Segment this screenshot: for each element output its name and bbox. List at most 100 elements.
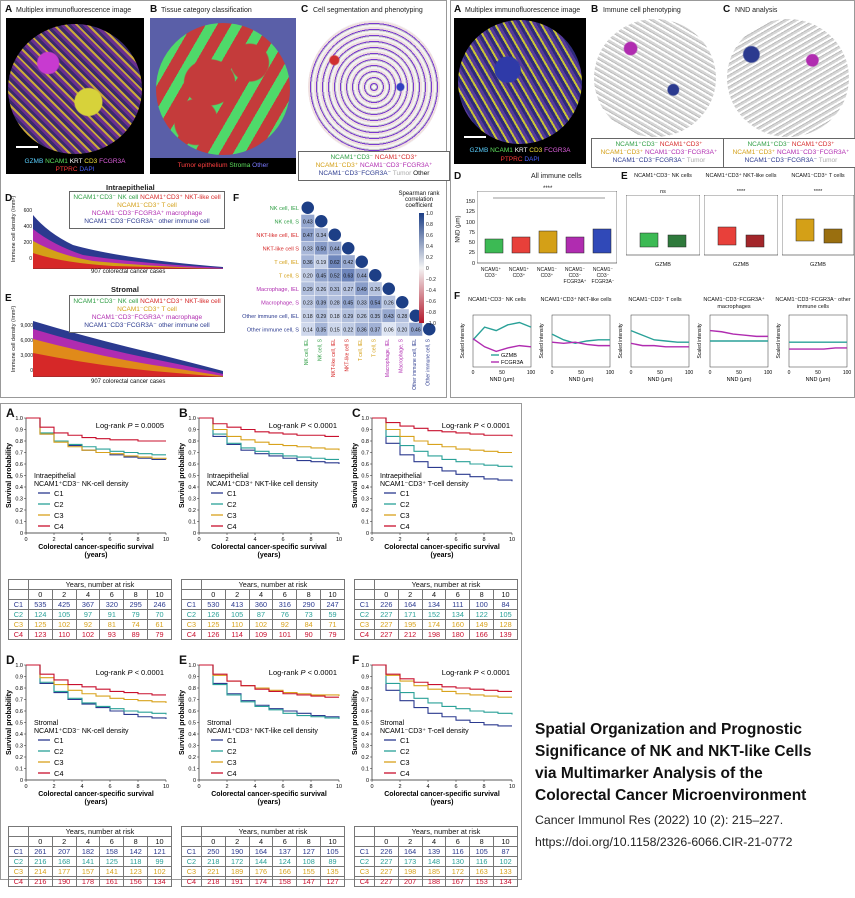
legend-fcgr3a-neg: NCAM1⁻CD3⁻FCGR3A⁻ xyxy=(744,157,818,164)
y-tick: 0.7 xyxy=(361,451,369,457)
y-tick: 0 xyxy=(366,778,369,784)
legend-cd3: CD3 xyxy=(84,158,98,165)
km-curve-c4 xyxy=(372,417,513,437)
caption-doi[interactable]: https://doi.org/10.1158/2326-6066.CIR-21… xyxy=(535,835,793,849)
corr-row-label: Macrophage, IEL xyxy=(256,287,299,293)
fig2-panel-d-title: All immune cells xyxy=(531,173,582,180)
risk-cell: 76 xyxy=(272,609,298,620)
risk-row-label: C2 xyxy=(354,609,375,620)
nnd-line-plot: Scaled intensity 0 50 100 NND (μm) xyxy=(697,314,772,383)
x-tick: 6 xyxy=(281,537,284,543)
y-tick: 0.4 xyxy=(15,732,23,738)
risk-cell: 174 xyxy=(421,619,447,630)
fig1-panel-e-legend: NCAM1⁺CD3⁻ NK cell NCAM1⁺CD3⁺ NKT-like c… xyxy=(69,295,225,333)
subplot-title: NCAM1⁺CD3⁻ NK cells xyxy=(468,297,526,303)
km-panel: F 1.0 0.9 0.8 0.7 0.6 0.5 0.4 0.3 0.2 0.1 0 0 2 4 6 8 10 S… xyxy=(350,653,520,898)
y-tick: 0.6 xyxy=(15,462,23,468)
risk-year: 8 xyxy=(123,836,149,847)
risk-cell: 218 xyxy=(200,876,226,887)
risk-cell: 99 xyxy=(147,856,172,867)
corr-diag-cell xyxy=(342,242,355,255)
risk-cell: 164 xyxy=(397,599,423,610)
risk-cell: 108 xyxy=(296,856,322,867)
y-tick: 0.8 xyxy=(188,439,196,445)
risk-cell: 189 xyxy=(224,866,250,877)
km-curve-c3 xyxy=(26,417,167,460)
risk-row-label: C1 xyxy=(181,599,202,610)
fig2-panel-a-legend: GZMB NCAM1 KRT CD3 FCGR3A PTPRC DAPI xyxy=(454,146,586,164)
legend-tumor: Tumor xyxy=(686,157,706,164)
legend-fcgr3a-pos: NCAM1⁻CD3⁻FCGR3A⁺ xyxy=(645,149,718,156)
legend-label: C1 xyxy=(227,736,237,745)
y-tick: 0.4 xyxy=(188,732,196,738)
risk-cell: 247 xyxy=(320,599,345,610)
km-panel: C 1.0 0.9 0.8 0.7 0.6 0.5 0.4 0.3 0.2 0.1 0 0 2 4 6 8 10 S… xyxy=(350,406,520,651)
risk-row: C1 226 164 134 111 100 84 xyxy=(354,599,518,610)
corr-value: 0.34 xyxy=(316,233,326,239)
risk-row: C4 227 212 198 180 166 139 xyxy=(354,629,518,640)
risk-cell: 134 xyxy=(147,876,172,887)
y-tick: 0 xyxy=(193,531,196,537)
legend-label: C1 xyxy=(54,736,64,745)
risk-cell: 164 xyxy=(397,846,423,857)
risk-cell: 130 xyxy=(445,856,471,867)
risk-cell: 166 xyxy=(469,629,495,640)
y-tick: 0.5 xyxy=(361,721,369,727)
x-tick: 0 xyxy=(709,370,712,376)
y-tick: 0.3 xyxy=(361,744,369,750)
group-label: NCAM1⁺ CD3⁺ xyxy=(508,267,530,279)
y-tick: 0 xyxy=(366,531,369,537)
caption-title-line: Significance of NK and NKT-like Cells xyxy=(535,743,812,760)
risk-cell: 167 xyxy=(445,876,471,887)
risk-year: 8 xyxy=(123,589,149,600)
risk-cell: 152 xyxy=(421,609,447,620)
legend-fcgr3a: FCGR3A xyxy=(99,158,126,165)
corr-value: 0.27 xyxy=(343,287,353,293)
ytick: 600 xyxy=(23,208,32,214)
x-tick: 0 xyxy=(197,784,200,790)
gzmb-line xyxy=(551,333,610,345)
sig-label: ns xyxy=(660,189,666,195)
x-tick: 0 xyxy=(24,537,27,543)
y-axis-label: Survival probability xyxy=(352,690,359,755)
y-tick: 0.9 xyxy=(361,675,369,681)
risk-cell: 74 xyxy=(123,619,149,630)
corr-col-label: T cell, IEL xyxy=(358,339,364,361)
x-tick: 50 xyxy=(736,370,742,376)
risk-row: C2 216 168 141 125 118 99 xyxy=(8,856,172,867)
x-tick: 4 xyxy=(80,784,83,790)
risk-year: 2 xyxy=(224,589,250,600)
risk-cell: 172 xyxy=(445,866,471,877)
y-tick: 0 xyxy=(20,778,23,784)
caption-title-line: via Multimarker Analysis of the xyxy=(535,765,763,782)
x-tick: 10 xyxy=(509,537,515,543)
risk-year: 0 xyxy=(200,589,226,600)
y-tick: 1.0 xyxy=(15,416,23,422)
corr-diag-cell xyxy=(382,282,395,295)
risk-cell: 105 xyxy=(51,609,77,620)
x-tick: 100 xyxy=(843,370,851,376)
x-tick: 0 xyxy=(24,784,27,790)
fig1-panel-c-legend: NCAM1⁺CD3⁻ NCAM1⁺CD3⁺ NCAM1⁻CD3⁺ NCAM1⁻C… xyxy=(298,151,450,181)
y-tick: 0.9 xyxy=(188,675,196,681)
nnd-intensity-subplot: NCAM1⁻CD3⁻FCGR3A⁺ macrophages Scaled inte… xyxy=(696,297,772,397)
risk-row-label: C4 xyxy=(181,629,202,640)
risk-cell: 160 xyxy=(445,619,471,630)
ytick: 0 xyxy=(30,368,33,374)
risk-year: 6 xyxy=(99,836,125,847)
risk-row-label: C2 xyxy=(181,609,202,620)
risk-table-header: Years, number at risk xyxy=(200,579,346,590)
km-plot: 1.0 0.9 0.8 0.7 0.6 0.5 0.4 0.3 0.2 0.1 00 2 4 6 8 10 Su… xyxy=(352,663,515,806)
y-tick: 1.0 xyxy=(188,416,196,422)
risk-cell: 360 xyxy=(248,599,274,610)
fig1-panel-f-label: F xyxy=(233,193,240,204)
y-tick: 0.6 xyxy=(361,709,369,715)
risk-cell: 127 xyxy=(296,846,322,857)
subplot-title: NCAM1⁺CD3⁻ NK cells xyxy=(634,173,692,179)
risk-cell: 79 xyxy=(123,609,149,620)
risk-cell: 122 xyxy=(469,609,495,620)
y-tick: 0.2 xyxy=(361,755,369,761)
x-tick: 10 xyxy=(336,537,342,543)
risk-cell: 227 xyxy=(373,619,399,630)
corr-col-label: NKT-like cell S xyxy=(344,338,350,371)
